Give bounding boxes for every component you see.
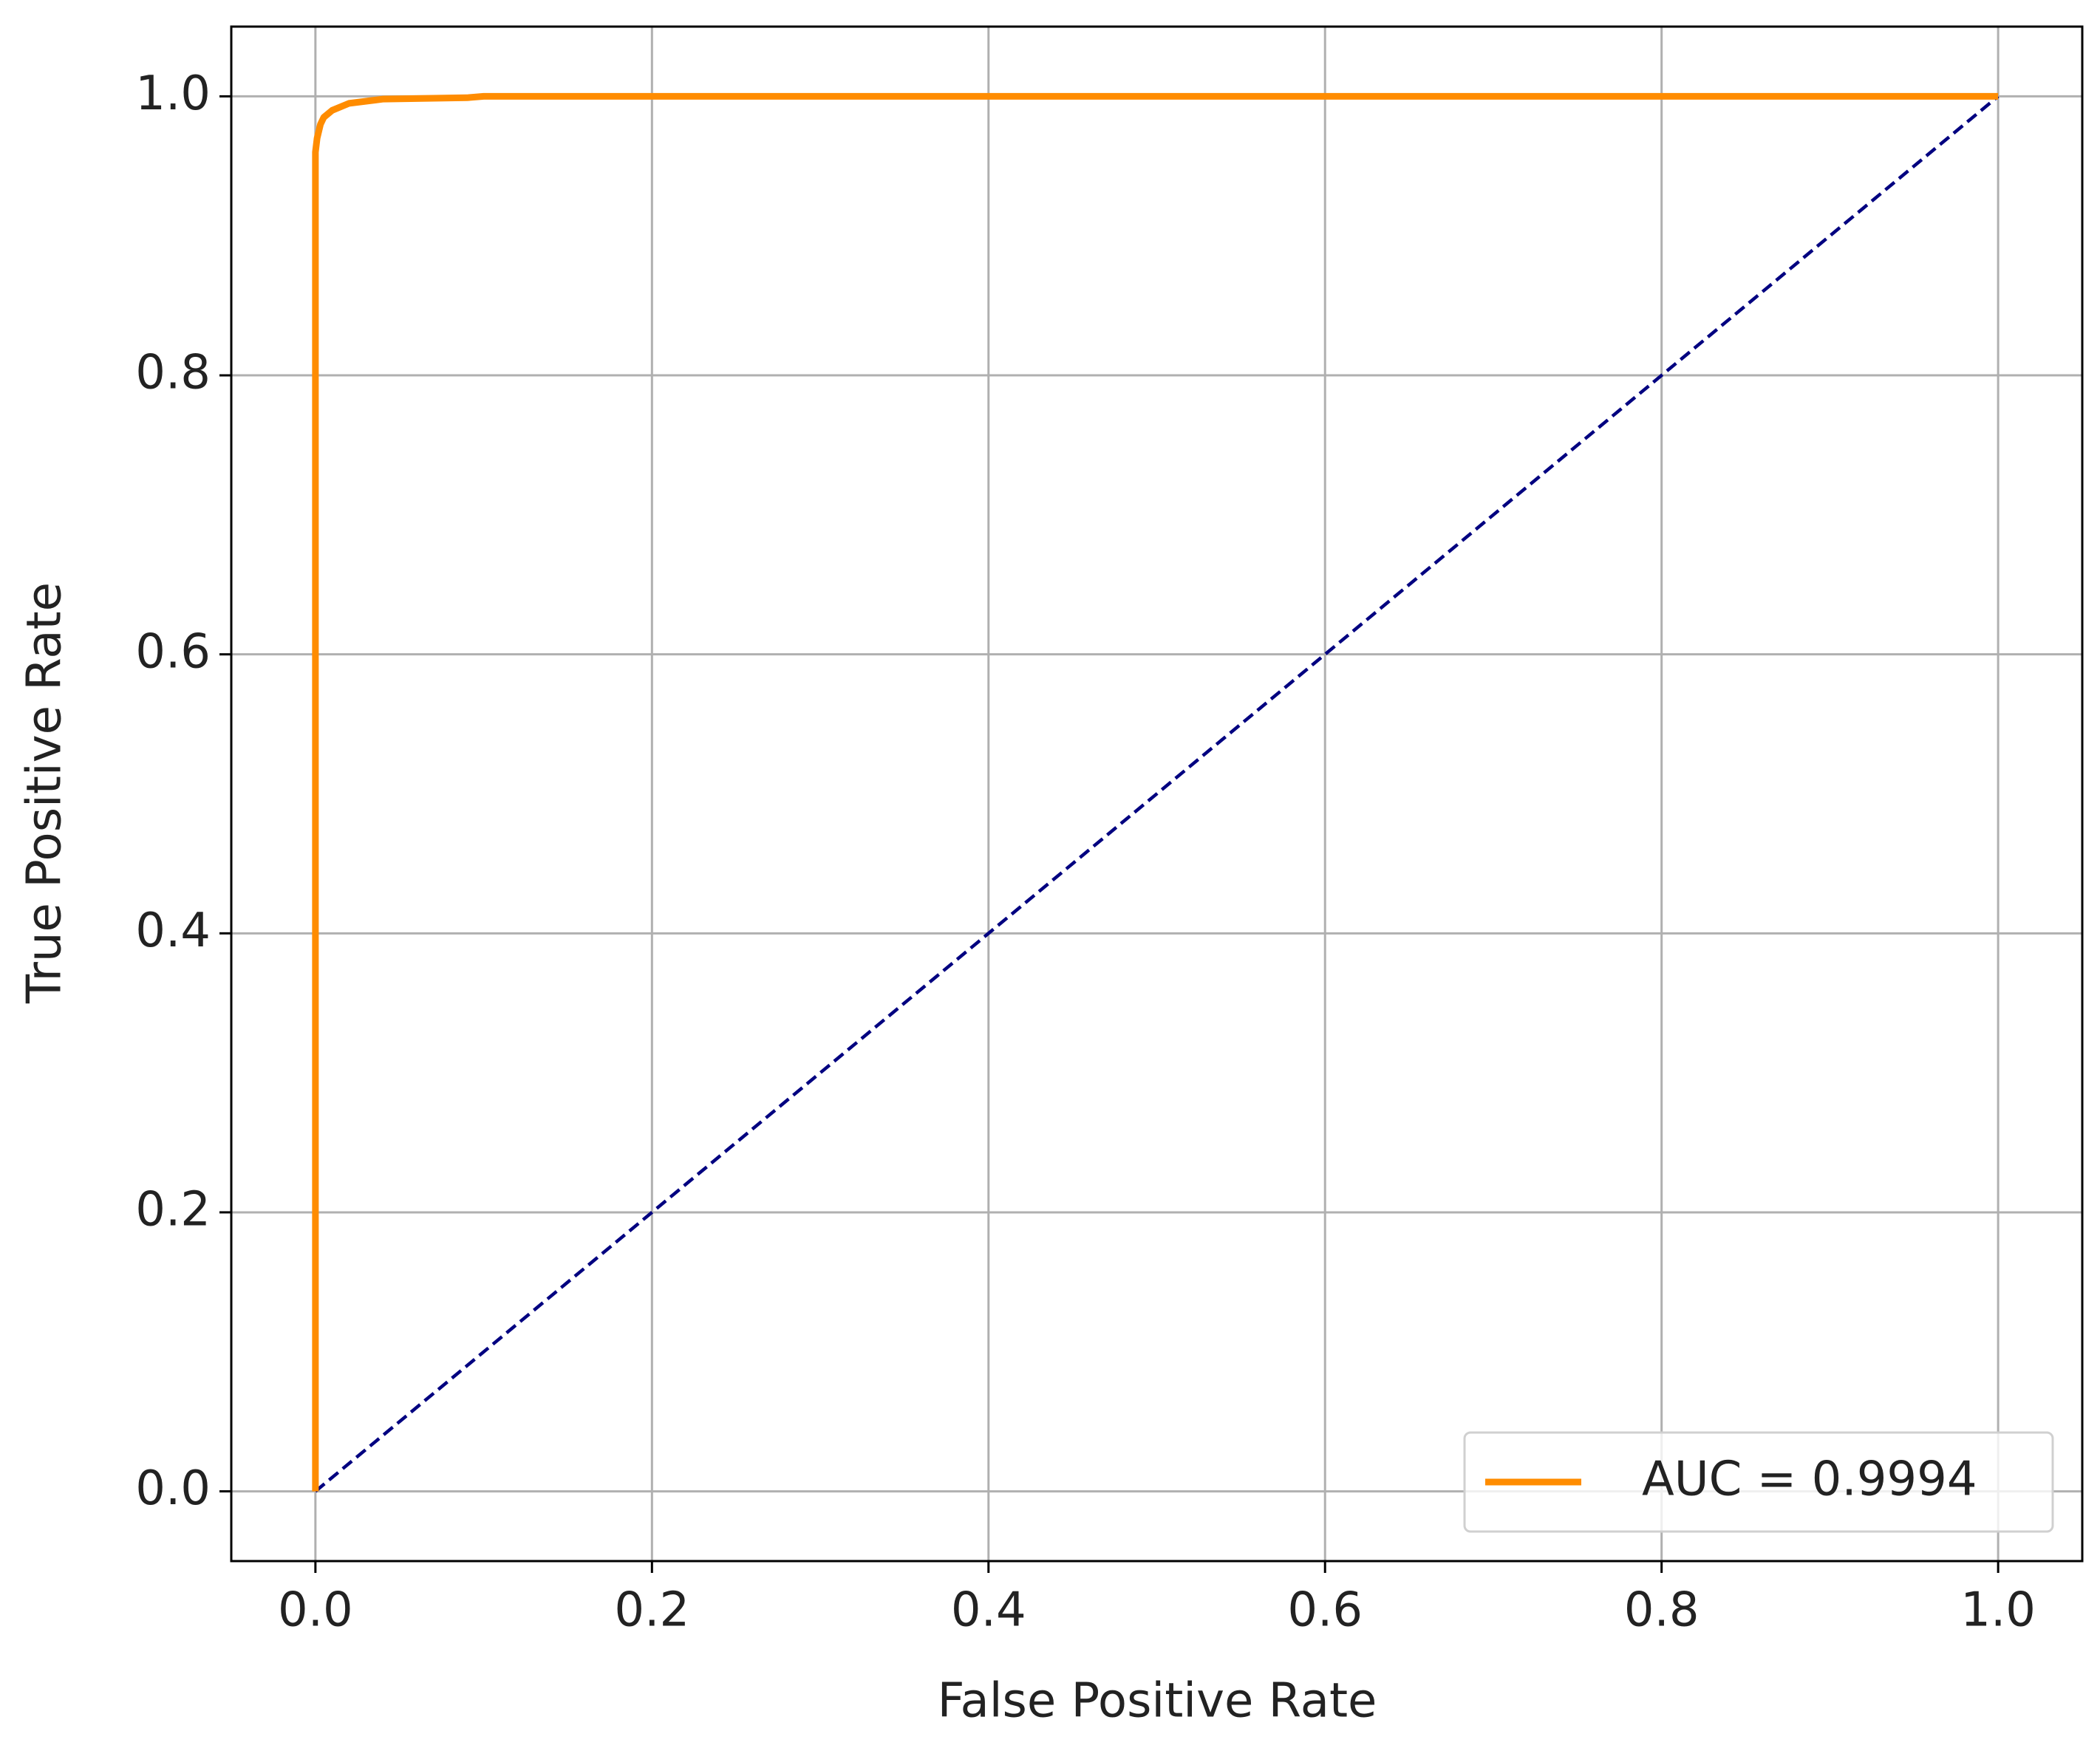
axes-frame bbox=[230, 25, 2084, 1563]
y-tick-label: 1.0 bbox=[135, 66, 211, 121]
x-tick-label: 0.2 bbox=[614, 1583, 689, 1638]
y-axis-label: True Positive Rate bbox=[18, 582, 72, 1004]
line-series bbox=[312, 92, 1999, 1492]
x-tick-label: 1.0 bbox=[1960, 1583, 2036, 1638]
y-tick-label: 0.0 bbox=[135, 1461, 211, 1516]
x-tick-label: 0.6 bbox=[1287, 1583, 1363, 1638]
legend-label: AUC = 0.9994 bbox=[1642, 1452, 1977, 1507]
line-series bbox=[314, 95, 2000, 1493]
x-tick-label: 0.8 bbox=[1624, 1583, 1700, 1638]
x-tick-label: 0.4 bbox=[951, 1583, 1026, 1638]
x-tick-label: 0.0 bbox=[278, 1583, 353, 1638]
y-tick-label: 0.8 bbox=[135, 346, 211, 400]
y-tick-label: 0.2 bbox=[135, 1183, 211, 1237]
y-tick-label: 0.6 bbox=[135, 624, 211, 679]
y-tick-label: 0.4 bbox=[135, 904, 211, 958]
x-axis-label: False Positive Rate bbox=[938, 1674, 1377, 1729]
legend-box bbox=[1463, 1431, 2054, 1533]
